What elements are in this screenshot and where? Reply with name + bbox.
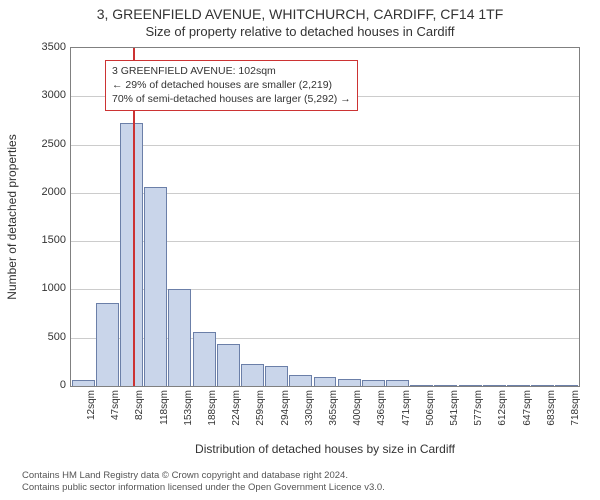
x-tick-label: 541sqm <box>449 390 460 426</box>
y-tick-label: 3500 <box>6 41 66 53</box>
x-tick-label: 259sqm <box>255 390 266 426</box>
x-tick-label: 224sqm <box>231 390 242 426</box>
x-tick-label: 718sqm <box>570 390 581 426</box>
histogram-bar <box>96 303 119 386</box>
gridline <box>71 145 579 146</box>
annotation-line: 70% of semi-detached houses are larger (… <box>112 92 351 106</box>
y-axis-label: Number of detached properties <box>5 134 19 299</box>
x-axis-label: Distribution of detached houses by size … <box>70 442 580 456</box>
x-tick-label: 294sqm <box>280 390 291 426</box>
x-tick-label: 612sqm <box>497 390 508 426</box>
x-tick-label: 188sqm <box>207 390 218 426</box>
figure: 3, GREENFIELD AVENUE, WHITCHURCH, CARDIF… <box>0 0 600 500</box>
y-tick-label: 1000 <box>6 282 66 294</box>
annotation-line: ← 29% of detached houses are smaller (2,… <box>112 78 351 92</box>
x-tick-label: 365sqm <box>328 390 339 426</box>
histogram-bar <box>555 385 578 386</box>
histogram-bar <box>72 380 95 386</box>
histogram-bar <box>217 344 240 386</box>
credits: Contains HM Land Registry data © Crown c… <box>22 470 385 494</box>
x-tick-label: 400sqm <box>352 390 363 426</box>
histogram-bar <box>168 289 191 386</box>
histogram-bar <box>362 380 385 386</box>
histogram-bar <box>289 375 312 386</box>
y-tick-label: 2500 <box>6 138 66 150</box>
chart-title-line2: Size of property relative to detached ho… <box>0 24 600 39</box>
histogram-bar <box>459 385 482 386</box>
histogram-bar <box>507 385 530 386</box>
y-tick-label: 0 <box>6 379 66 391</box>
histogram-bar <box>265 366 288 386</box>
x-tick-label: 330sqm <box>304 390 315 426</box>
histogram-bar <box>434 385 457 386</box>
histogram-bar <box>120 123 143 386</box>
histogram-bar <box>338 379 361 386</box>
x-tick-label: 436sqm <box>376 390 387 426</box>
histogram-bar <box>144 187 167 386</box>
histogram-bar <box>193 332 216 386</box>
annotation-line: 3 GREENFIELD AVENUE: 102sqm <box>112 64 351 78</box>
y-tick-label: 3000 <box>6 89 66 101</box>
x-tick-label: 577sqm <box>473 390 484 426</box>
x-tick-label: 82sqm <box>134 390 145 420</box>
annotation-box: 3 GREENFIELD AVENUE: 102sqm ← 29% of det… <box>105 60 358 111</box>
x-tick-label: 12sqm <box>86 390 97 420</box>
histogram-bar <box>531 385 554 386</box>
histogram-bar <box>483 385 506 386</box>
credits-line: Contains public sector information licen… <box>22 482 385 494</box>
x-tick-label: 118sqm <box>159 390 170 425</box>
x-tick-label: 683sqm <box>546 390 557 426</box>
x-tick-label: 506sqm <box>425 390 436 426</box>
y-tick-label: 500 <box>6 331 66 343</box>
y-tick-label: 1500 <box>6 234 66 246</box>
chart-title-line1: 3, GREENFIELD AVENUE, WHITCHURCH, CARDIF… <box>0 6 600 22</box>
credits-line: Contains HM Land Registry data © Crown c… <box>22 470 385 482</box>
histogram-bar <box>314 377 337 386</box>
x-tick-label: 47sqm <box>110 390 121 420</box>
histogram-bar <box>386 380 409 386</box>
histogram-bar <box>410 385 433 386</box>
x-tick-label: 647sqm <box>522 390 533 426</box>
x-tick-label: 471sqm <box>401 390 412 426</box>
histogram-bar <box>241 364 264 386</box>
x-tick-label: 153sqm <box>183 390 194 426</box>
y-tick-label: 2000 <box>6 186 66 198</box>
